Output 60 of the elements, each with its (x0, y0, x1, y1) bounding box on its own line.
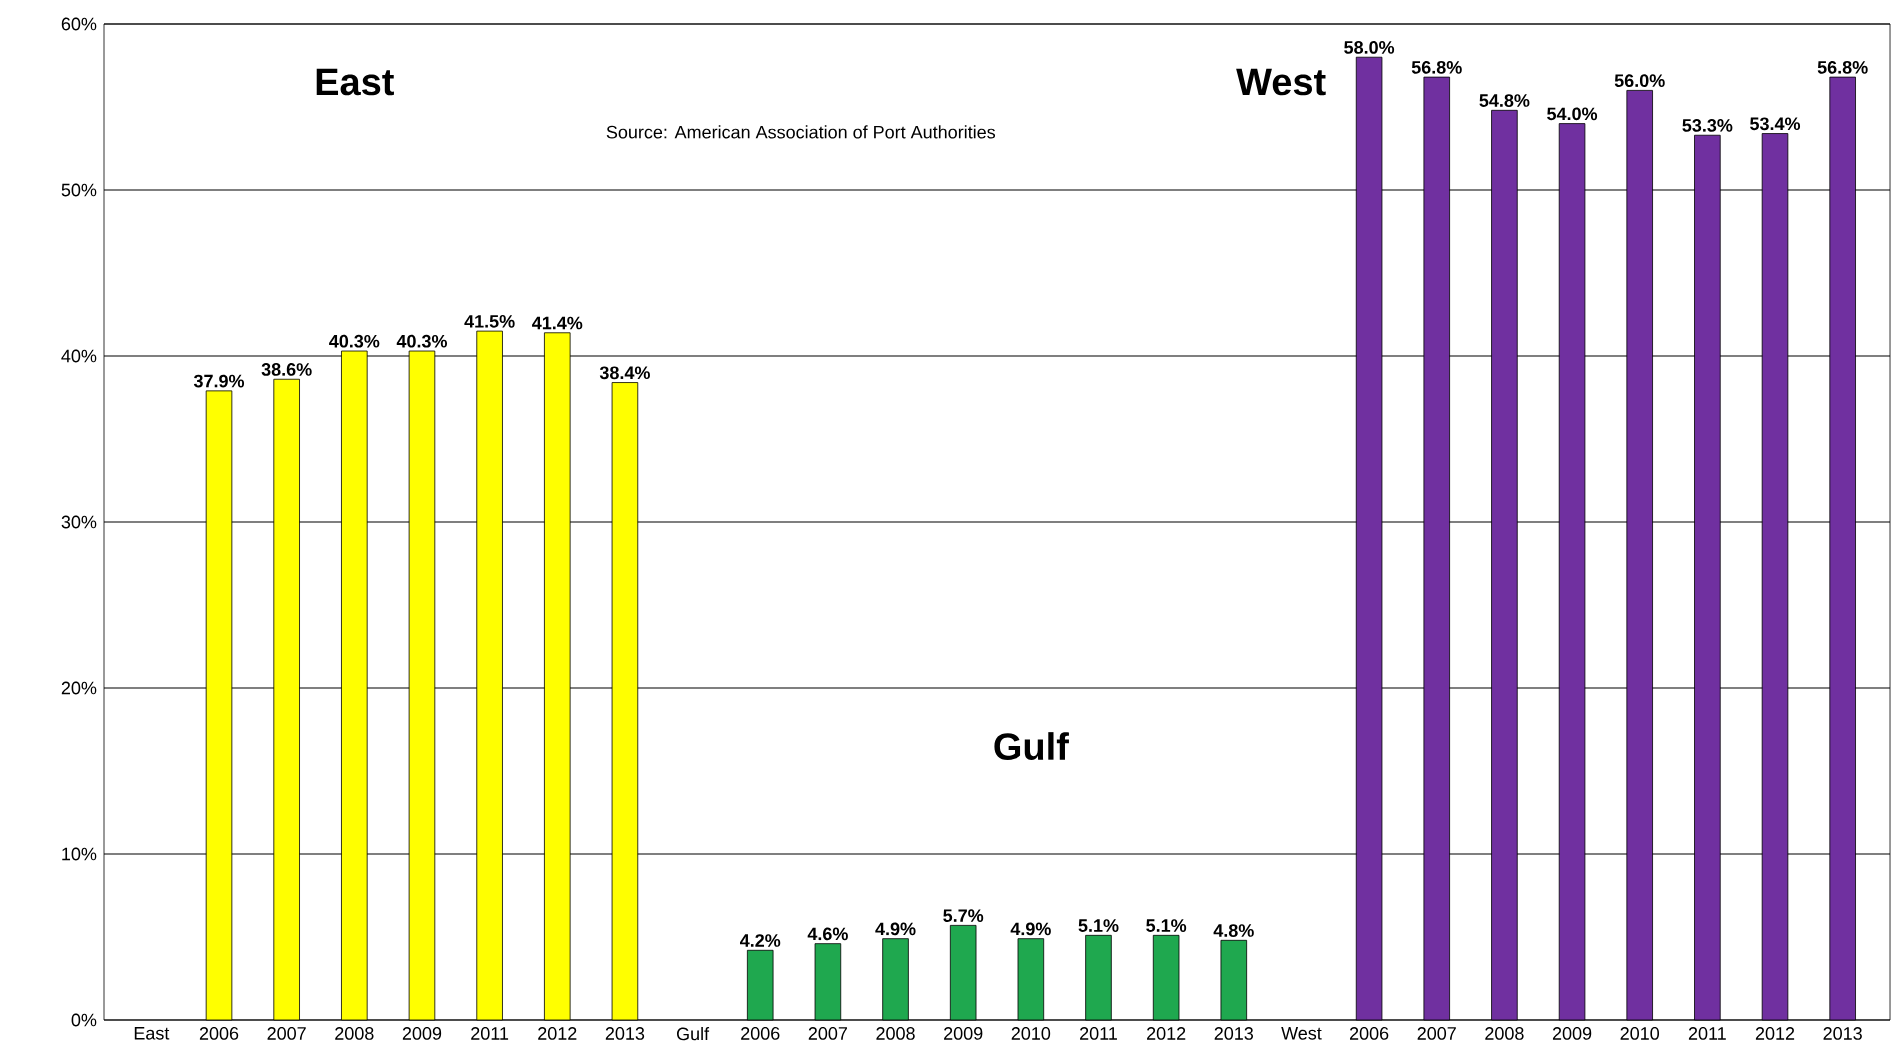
y-tick-label: 30% (61, 515, 97, 529)
data-label: 54.8% (1479, 94, 1530, 107)
x-tick-label: 2012 (1755, 1027, 1795, 1040)
annotation: Gulf (994, 732, 1069, 761)
data-label: 53.3% (1682, 119, 1733, 132)
y-tick-label: 20% (61, 681, 97, 695)
x-tick-label: 2010 (1620, 1027, 1660, 1040)
data-label: 54.0% (1547, 107, 1598, 121)
data-label: 56.8% (1817, 60, 1868, 74)
data-label: 4.6% (807, 927, 848, 941)
x-tick-label: 2009 (402, 1027, 442, 1040)
x-tick-label: West (1281, 1027, 1322, 1040)
x-tick-label: 2010 (1011, 1027, 1051, 1040)
data-label: 4.2% (740, 934, 781, 947)
x-tick-label: 2011 (1080, 1027, 1117, 1040)
data-label: 38.4% (599, 366, 650, 380)
x-tick-label: 2011 (1688, 1027, 1726, 1040)
x-tick-label: 2006 (199, 1027, 239, 1040)
x-tick-label: Gulf (676, 1027, 710, 1041)
data-label: 58.0% (1344, 41, 1395, 54)
data-label: 5.7% (943, 909, 984, 922)
annotation: West (1236, 68, 1326, 96)
x-tick-label: 2008 (1485, 1027, 1524, 1040)
x-tick-label: 2009 (944, 1027, 983, 1040)
x-tick-label: 2013 (605, 1027, 645, 1040)
annotation: East (316, 68, 394, 96)
y-tick-label: 50% (61, 183, 97, 197)
x-tick-label: 2012 (1147, 1027, 1186, 1040)
y-tick-label: 0% (71, 1013, 97, 1027)
x-tick-label: 2011 (471, 1027, 509, 1040)
data-label: 4.9% (1010, 922, 1051, 936)
data-label: 37.9% (193, 374, 245, 388)
data-label: 5.1% (1078, 919, 1119, 932)
x-tick-label: 2008 (335, 1027, 374, 1040)
data-label: 56.8% (1411, 60, 1462, 74)
x-tick-label: 2006 (741, 1027, 780, 1040)
x-tick-label: 2007 (808, 1027, 847, 1040)
data-label: 53.4% (1750, 117, 1801, 131)
x-tick-label: 2008 (876, 1027, 915, 1040)
data-label: 4.9% (875, 922, 916, 936)
x-tick-label: 2006 (1349, 1027, 1389, 1040)
x-tick-label: 2013 (1823, 1027, 1862, 1040)
x-tick-label: East (134, 1027, 170, 1040)
data-label: 5.1% (1146, 919, 1187, 932)
data-label: 41.4% (532, 316, 583, 330)
data-label: 40.3% (396, 334, 448, 348)
annotation: Source: American Association of Port Authorities (606, 125, 996, 139)
y-tick-label: 60% (61, 17, 97, 31)
x-tick-label: 2007 (267, 1027, 306, 1040)
data-label: 4.8% (1213, 924, 1254, 937)
data-label: 56.0% (1614, 74, 1665, 88)
data-label: 40.3% (329, 334, 380, 348)
data-label: 38.6% (261, 363, 312, 376)
data-label: 41.5% (464, 315, 515, 328)
x-tick-label: 2013 (1214, 1027, 1254, 1040)
y-tick-label: 10% (62, 847, 97, 861)
x-tick-label: 2009 (1552, 1027, 1592, 1040)
x-tick-label: 2012 (538, 1027, 577, 1040)
x-tick-label: 2007 (1417, 1027, 1456, 1040)
y-tick-label: 40% (61, 349, 97, 363)
